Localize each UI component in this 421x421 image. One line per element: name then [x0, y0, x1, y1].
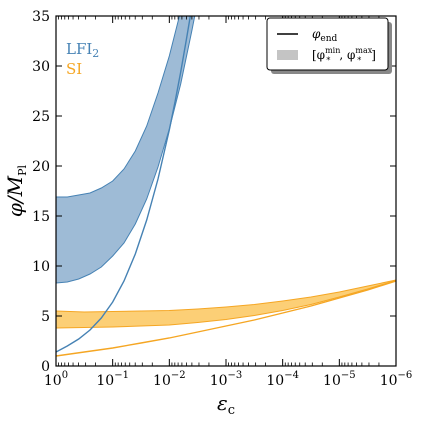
y-tick-label: 5	[41, 309, 50, 325]
x-tick-label: 10−5	[323, 370, 356, 389]
x-tick-label: 10−2	[153, 370, 186, 389]
x-tick-label: 10−4	[266, 370, 299, 389]
series-label-si: SI	[66, 60, 82, 78]
x-tick-label: 10−1	[96, 370, 129, 389]
band-lfi2	[56, 16, 195, 283]
y-tick-label: 35	[32, 9, 50, 25]
band-edge-lower-si	[56, 280, 396, 329]
legend: φend [φmin *, φmax *]	[266, 17, 392, 74]
x-axis-label: εc	[217, 391, 235, 418]
legend-band-label: [φmin *, φmax *]	[312, 46, 376, 65]
axis-ticks: 0 5 10 15 20 25 30 35 100 10−1 10−2 10−3 10−4 10−5 10−…	[32, 9, 412, 389]
band-edge-upper-si	[56, 279, 396, 313]
end-line-lfi2	[56, 16, 192, 353]
x-tick-label: 10−6	[380, 370, 413, 389]
legend-band-swatch	[277, 50, 298, 60]
band-edge-upper-lfi2	[56, 16, 180, 198]
y-tick-label: 0	[41, 359, 50, 375]
y-axis-label: φ/MPl	[3, 164, 29, 217]
plot-marks	[56, 16, 396, 357]
band-si	[56, 280, 396, 328]
legend-end-label: φend	[312, 27, 338, 44]
y-tick-label: 30	[32, 59, 50, 75]
y-tick-label: 20	[32, 159, 50, 175]
x-tick-label: 10−3	[210, 370, 243, 389]
y-tick-label: 25	[32, 109, 50, 125]
x-tick-label: 100	[44, 370, 68, 389]
series-label-lfi2: LFI2	[66, 40, 99, 60]
y-tick-label: 10	[32, 259, 50, 275]
end-line-si	[56, 280, 396, 357]
band-edge-lower-lfi2	[56, 16, 196, 284]
y-tick-label: 15	[32, 209, 50, 225]
